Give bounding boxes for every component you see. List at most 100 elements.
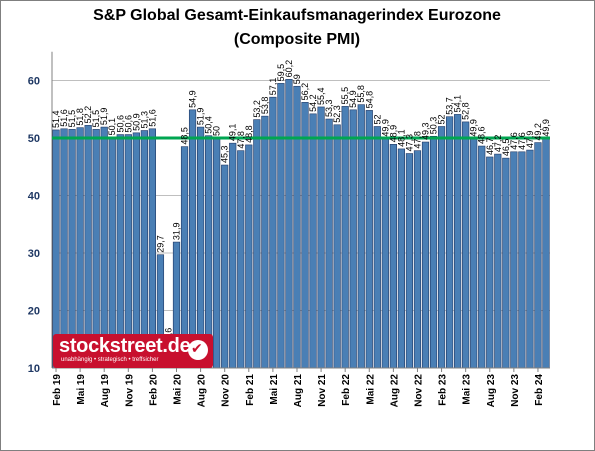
data-label: 55,4 [316,87,326,105]
logo-name: stockstreet.de [59,335,191,357]
chart-title-line-2: (Composite PMI) [234,31,360,48]
bar [421,141,430,369]
bar [132,132,140,369]
bar [518,151,526,369]
data-label: 49,2 [533,123,543,141]
y-tick-label: 40 [28,191,40,203]
x-tick-label: Nov 23 [510,374,521,407]
data-label: 46,5 [501,139,511,157]
data-label: 55,8 [356,85,366,103]
data-label: 29,7 [155,235,165,253]
bar [510,151,518,369]
bar [188,109,197,369]
data-label: 51,6 [147,109,157,127]
data-label: 48,8 [244,125,254,143]
bar [349,109,357,369]
data-label: 52 [437,114,447,124]
data-label: 31,9 [172,223,182,241]
data-label: 47,6 [509,132,519,150]
bar [357,104,365,369]
data-label: 50,6 [115,115,125,133]
data-label: 47,6 [517,132,527,150]
data-label: 47,2 [493,135,503,153]
y-tick-label: 50 [28,133,40,145]
y-tick-label: 20 [28,306,40,318]
chart-title-line-1: S&P Global Gesamt-Einkaufsmanagerindex E… [93,7,501,24]
x-tick-label: Feb 22 [341,374,352,406]
x-tick-label: Feb 24 [534,374,545,406]
x-tick-label: Mai 19 [76,374,87,405]
x-tick-label: Feb 20 [148,374,159,406]
x-tick-label: Aug 19 [100,374,111,408]
x-tick-label: Mai 21 [269,374,280,405]
bar [76,127,84,369]
bar [413,150,422,369]
bar [52,129,60,369]
data-label: 50,4 [204,116,214,134]
data-label: 49,3 [421,122,431,140]
bar [92,129,100,369]
data-label: 53,2 [252,100,262,118]
x-tick-label: Nov 20 [221,374,232,407]
bar [293,85,301,369]
data-label: 52 [372,114,382,124]
x-tick-label: Aug 20 [197,374,208,408]
x-tick-label: Nov 22 [413,374,424,407]
data-label: 51,4 [51,110,61,128]
y-axis: 10 20 30 40 50 60 [28,51,53,375]
bar [253,119,261,369]
data-label: 55,5 [340,87,350,105]
bar [309,113,317,369]
data-label: 47,9 [525,131,535,149]
data-label: 45,3 [220,145,230,163]
data-label: 48,5 [180,127,190,145]
bar [462,121,470,369]
data-label: 49,1 [228,124,238,142]
data-label: 54,8 [364,91,374,109]
data-label: 46,7 [485,137,495,155]
bar [261,115,269,369]
data-label: 54,1 [453,95,463,113]
bar [213,137,221,369]
data-label: 53,8 [260,97,270,115]
x-tick-label: Feb 19 [52,374,63,406]
bar [526,149,534,369]
bar [429,135,438,369]
bar [140,130,148,369]
bar [405,153,414,369]
x-tick-label: Aug 22 [389,374,400,408]
data-label: 51,9 [196,108,206,126]
data-label: 51,9 [99,108,109,126]
x-tick-label: Aug 21 [293,374,304,408]
data-label: 52,2 [83,106,93,124]
bar [478,145,486,369]
bar [341,106,349,369]
data-label: 53,7 [445,97,455,115]
bar [389,144,397,369]
bar [494,153,502,369]
data-label: 59,5 [276,64,286,82]
y-tick-label: 30 [28,248,40,260]
data-label: 59 [292,74,302,84]
data-label: 52,8 [461,102,471,120]
x-tick-label: Nov 21 [317,374,328,407]
x-tick-label: Mai 23 [462,374,473,405]
data-label: 60,2 [284,60,294,78]
value-labels: 51,451,651,551,852,251,551,950,150,650,6… [51,60,551,345]
data-label: 51,5 [91,110,101,128]
bar [68,129,76,369]
bar [221,164,229,369]
data-label: 51,3 [139,111,149,129]
checkmark-icon: ✔ [188,340,208,360]
x-tick-label: Mai 22 [365,374,376,405]
data-label: 52,3 [332,105,342,123]
data-label: 51,5 [67,110,77,128]
data-label: 50,1 [107,118,117,136]
bar [542,138,550,369]
stockstreet-logo: stockstreet.de unabhängig • strategisch … [53,334,213,368]
data-label: 49,9 [380,119,390,137]
x-tick-label: Feb 21 [245,374,256,406]
bar [325,118,333,369]
bar [534,142,542,369]
bar [100,126,108,369]
